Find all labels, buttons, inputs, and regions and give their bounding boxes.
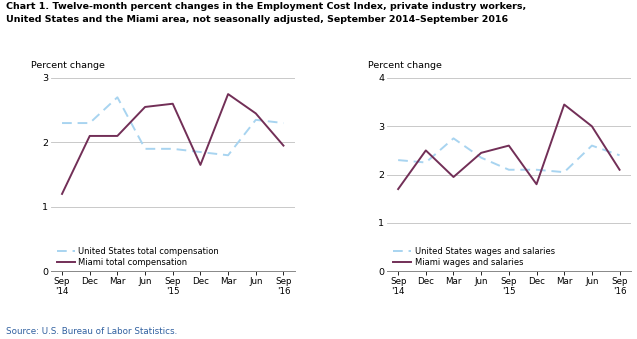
United States wages and salaries (477, 156, 485, 160)
United States wages and salaries (616, 153, 624, 157)
United States wages and salaries (450, 136, 457, 140)
Miami wages and salaries (422, 148, 429, 153)
United States wages and salaries (422, 160, 429, 164)
Miami total compensation (169, 102, 176, 106)
United States total compensation (58, 121, 66, 125)
Miami total compensation (58, 192, 66, 196)
Line: United States total compensation: United States total compensation (62, 97, 283, 155)
United States total compensation (169, 147, 176, 151)
Text: Source: U.S. Bureau of Labor Statistics.: Source: U.S. Bureau of Labor Statistics. (6, 326, 178, 336)
United States total compensation (280, 121, 287, 125)
United States total compensation (197, 150, 204, 154)
Miami wages and salaries (477, 151, 485, 155)
Text: Percent change: Percent change (31, 61, 105, 70)
Miami wages and salaries (505, 144, 513, 148)
Miami total compensation (197, 163, 204, 167)
Legend: United States wages and salaries, Miami wages and salaries: United States wages and salaries, Miami … (391, 245, 556, 269)
United States total compensation (141, 147, 149, 151)
Line: Miami total compensation: Miami total compensation (62, 94, 283, 194)
Miami total compensation (113, 134, 121, 138)
United States wages and salaries (533, 168, 540, 172)
Legend: United States total compensation, Miami total compensation: United States total compensation, Miami … (55, 245, 221, 269)
Line: Miami wages and salaries: Miami wages and salaries (398, 104, 620, 189)
Miami wages and salaries (450, 175, 457, 179)
Miami wages and salaries (616, 168, 624, 172)
Miami wages and salaries (588, 124, 596, 128)
Miami wages and salaries (561, 102, 568, 106)
Text: Percent change: Percent change (368, 61, 441, 70)
Miami total compensation (224, 92, 232, 96)
United States total compensation (224, 153, 232, 157)
Miami total compensation (141, 105, 149, 109)
United States wages and salaries (561, 170, 568, 174)
United States wages and salaries (394, 158, 402, 162)
Miami wages and salaries (533, 182, 540, 186)
United States total compensation (86, 121, 94, 125)
Line: United States wages and salaries: United States wages and salaries (398, 138, 620, 172)
Text: United States and the Miami area, not seasonally adjusted, September 2014–Septem: United States and the Miami area, not se… (6, 15, 508, 24)
Miami total compensation (86, 134, 94, 138)
United States wages and salaries (505, 168, 513, 172)
United States total compensation (113, 95, 121, 99)
Miami total compensation (280, 144, 287, 148)
United States total compensation (252, 118, 260, 122)
Miami wages and salaries (394, 187, 402, 191)
United States wages and salaries (588, 144, 596, 148)
Text: Chart 1. Twelve-month percent changes in the Employment Cost Index, private indu: Chart 1. Twelve-month percent changes in… (6, 2, 527, 11)
Miami total compensation (252, 111, 260, 115)
